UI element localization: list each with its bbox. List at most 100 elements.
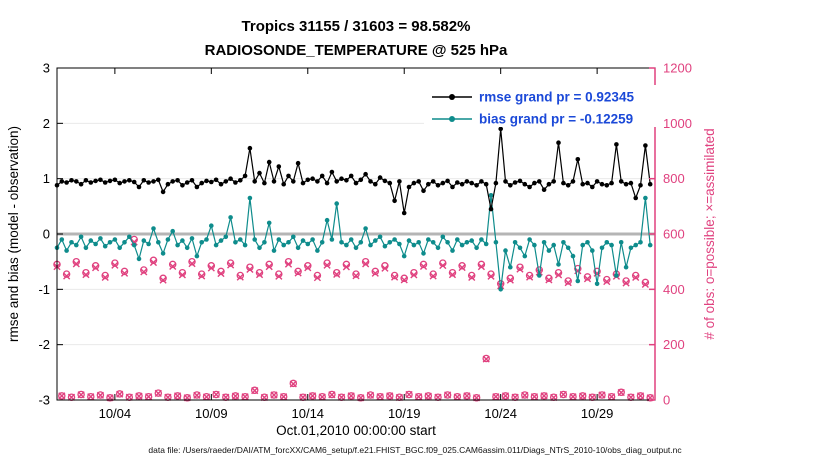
obs-assimilated-marker: [381, 264, 389, 272]
bias-marker: [503, 248, 508, 253]
bias-marker: [141, 238, 147, 243]
rmse-marker: [599, 181, 605, 187]
rmse-marker: [537, 179, 542, 184]
rmse-marker: [213, 177, 219, 183]
bias-marker: [247, 195, 253, 201]
bias-marker: [319, 240, 325, 245]
obs-assimilated-marker: [333, 270, 341, 278]
rmse-marker: [93, 178, 98, 184]
obs-assimilated-marker: [521, 391, 529, 399]
rmse-marker: [590, 184, 595, 190]
bias-marker: [257, 245, 262, 251]
obs-assimilated-marker: [540, 392, 548, 400]
rmse-marker: [580, 181, 585, 187]
bias-marker: [170, 228, 175, 234]
bias-marker: [98, 236, 103, 241]
rmse-marker: [146, 180, 151, 185]
bias-marker: [213, 242, 219, 248]
obs-possible-marker: [101, 271, 109, 280]
obs-possible-marker: [255, 268, 264, 277]
obs-assimilated-marker: [526, 273, 534, 281]
obs-assimilated-marker: [415, 393, 423, 401]
obs-assimilated-marker: [362, 260, 370, 268]
obs-possible-marker: [332, 268, 341, 277]
obs-assimilated-marker: [318, 393, 326, 401]
bias-marker: [64, 248, 69, 253]
obs-assimilated-marker: [400, 276, 408, 284]
obs-assimilated-marker: [559, 390, 567, 399]
bias-marker: [156, 240, 161, 245]
rmse-marker: [488, 206, 494, 212]
bias-marker: [430, 240, 436, 245]
obs-assimilated-marker: [265, 263, 273, 271]
rmse-marker: [421, 188, 426, 194]
y-right-tick-label: 400: [663, 282, 685, 297]
bias-marker: [165, 237, 171, 242]
obs-possible-marker: [622, 277, 630, 285]
bias-marker: [363, 226, 368, 231]
obs-assimilated-marker: [419, 262, 428, 270]
y-right-tick-label: 1200: [663, 61, 692, 76]
obs-assimilated-marker: [241, 393, 249, 401]
bias-marker: [469, 238, 475, 243]
bias-marker: [633, 242, 638, 248]
bias-marker: [508, 264, 513, 270]
bias-marker: [348, 237, 354, 242]
rmse-marker: [493, 180, 499, 186]
obs-assimilated-marker: [178, 271, 186, 279]
obs-assimilated-marker: [554, 271, 563, 279]
rmse-marker: [204, 178, 209, 184]
bias-marker: [127, 234, 132, 240]
obs-possible-marker: [308, 392, 317, 400]
bias-marker: [286, 240, 291, 245]
obs-assimilated-marker: [439, 261, 447, 270]
bias-marker: [604, 240, 610, 245]
obs-possible-marker: [188, 257, 196, 266]
rmse-marker: [440, 180, 446, 186]
rmse-marker: [170, 179, 175, 184]
rmse-marker: [160, 189, 166, 195]
obs-assimilated-marker: [222, 393, 230, 401]
obs-assimilated-marker: [188, 260, 196, 268]
obs-possible-marker: [371, 267, 380, 276]
rmse-marker: [401, 210, 407, 216]
obs-assimilated-marker: [506, 276, 514, 284]
bias-marker: [618, 240, 624, 245]
rmse-marker: [112, 177, 118, 183]
obs-assimilated-marker: [376, 393, 384, 401]
bias-marker: [488, 193, 494, 198]
obs-assimilated-marker: [159, 276, 167, 284]
obs-assimilated-marker: [347, 392, 355, 400]
obs-possible-marker: [506, 274, 515, 283]
x-tick-label: 10/04: [99, 406, 132, 421]
obs-assimilated-marker: [328, 391, 336, 399]
bias-marker: [474, 245, 479, 251]
obs-possible-marker: [289, 379, 298, 388]
rmse-marker: [416, 179, 422, 184]
obs-possible-marker: [270, 391, 278, 399]
y-left-tick-label: 0: [43, 227, 50, 242]
rmse-marker: [445, 178, 450, 184]
bias-marker: [74, 242, 79, 248]
obs-assimilated-marker: [617, 388, 625, 397]
rmse-marker: [498, 126, 504, 132]
obs-assimilated-marker: [135, 392, 143, 400]
bias-marker: [368, 242, 373, 248]
rmse-marker: [609, 180, 614, 186]
bias-marker: [623, 264, 629, 270]
rmse-marker: [189, 178, 195, 183]
rmse-marker: [556, 140, 561, 145]
obs-assimilated-marker: [67, 393, 76, 401]
rmse-marker: [276, 164, 282, 169]
bias-marker: [233, 240, 238, 245]
obs-possible-marker: [424, 392, 433, 400]
obs-possible-marker: [545, 274, 553, 283]
rmse-marker: [614, 142, 619, 147]
obs-possible-marker: [419, 260, 428, 269]
rmse-marker: [295, 160, 301, 166]
obs-possible-marker: [294, 267, 302, 276]
obs-assimilated-marker: [77, 391, 85, 399]
bias-marker: [614, 273, 619, 278]
obs-possible-marker: [183, 394, 191, 402]
bias-marker: [353, 245, 359, 251]
